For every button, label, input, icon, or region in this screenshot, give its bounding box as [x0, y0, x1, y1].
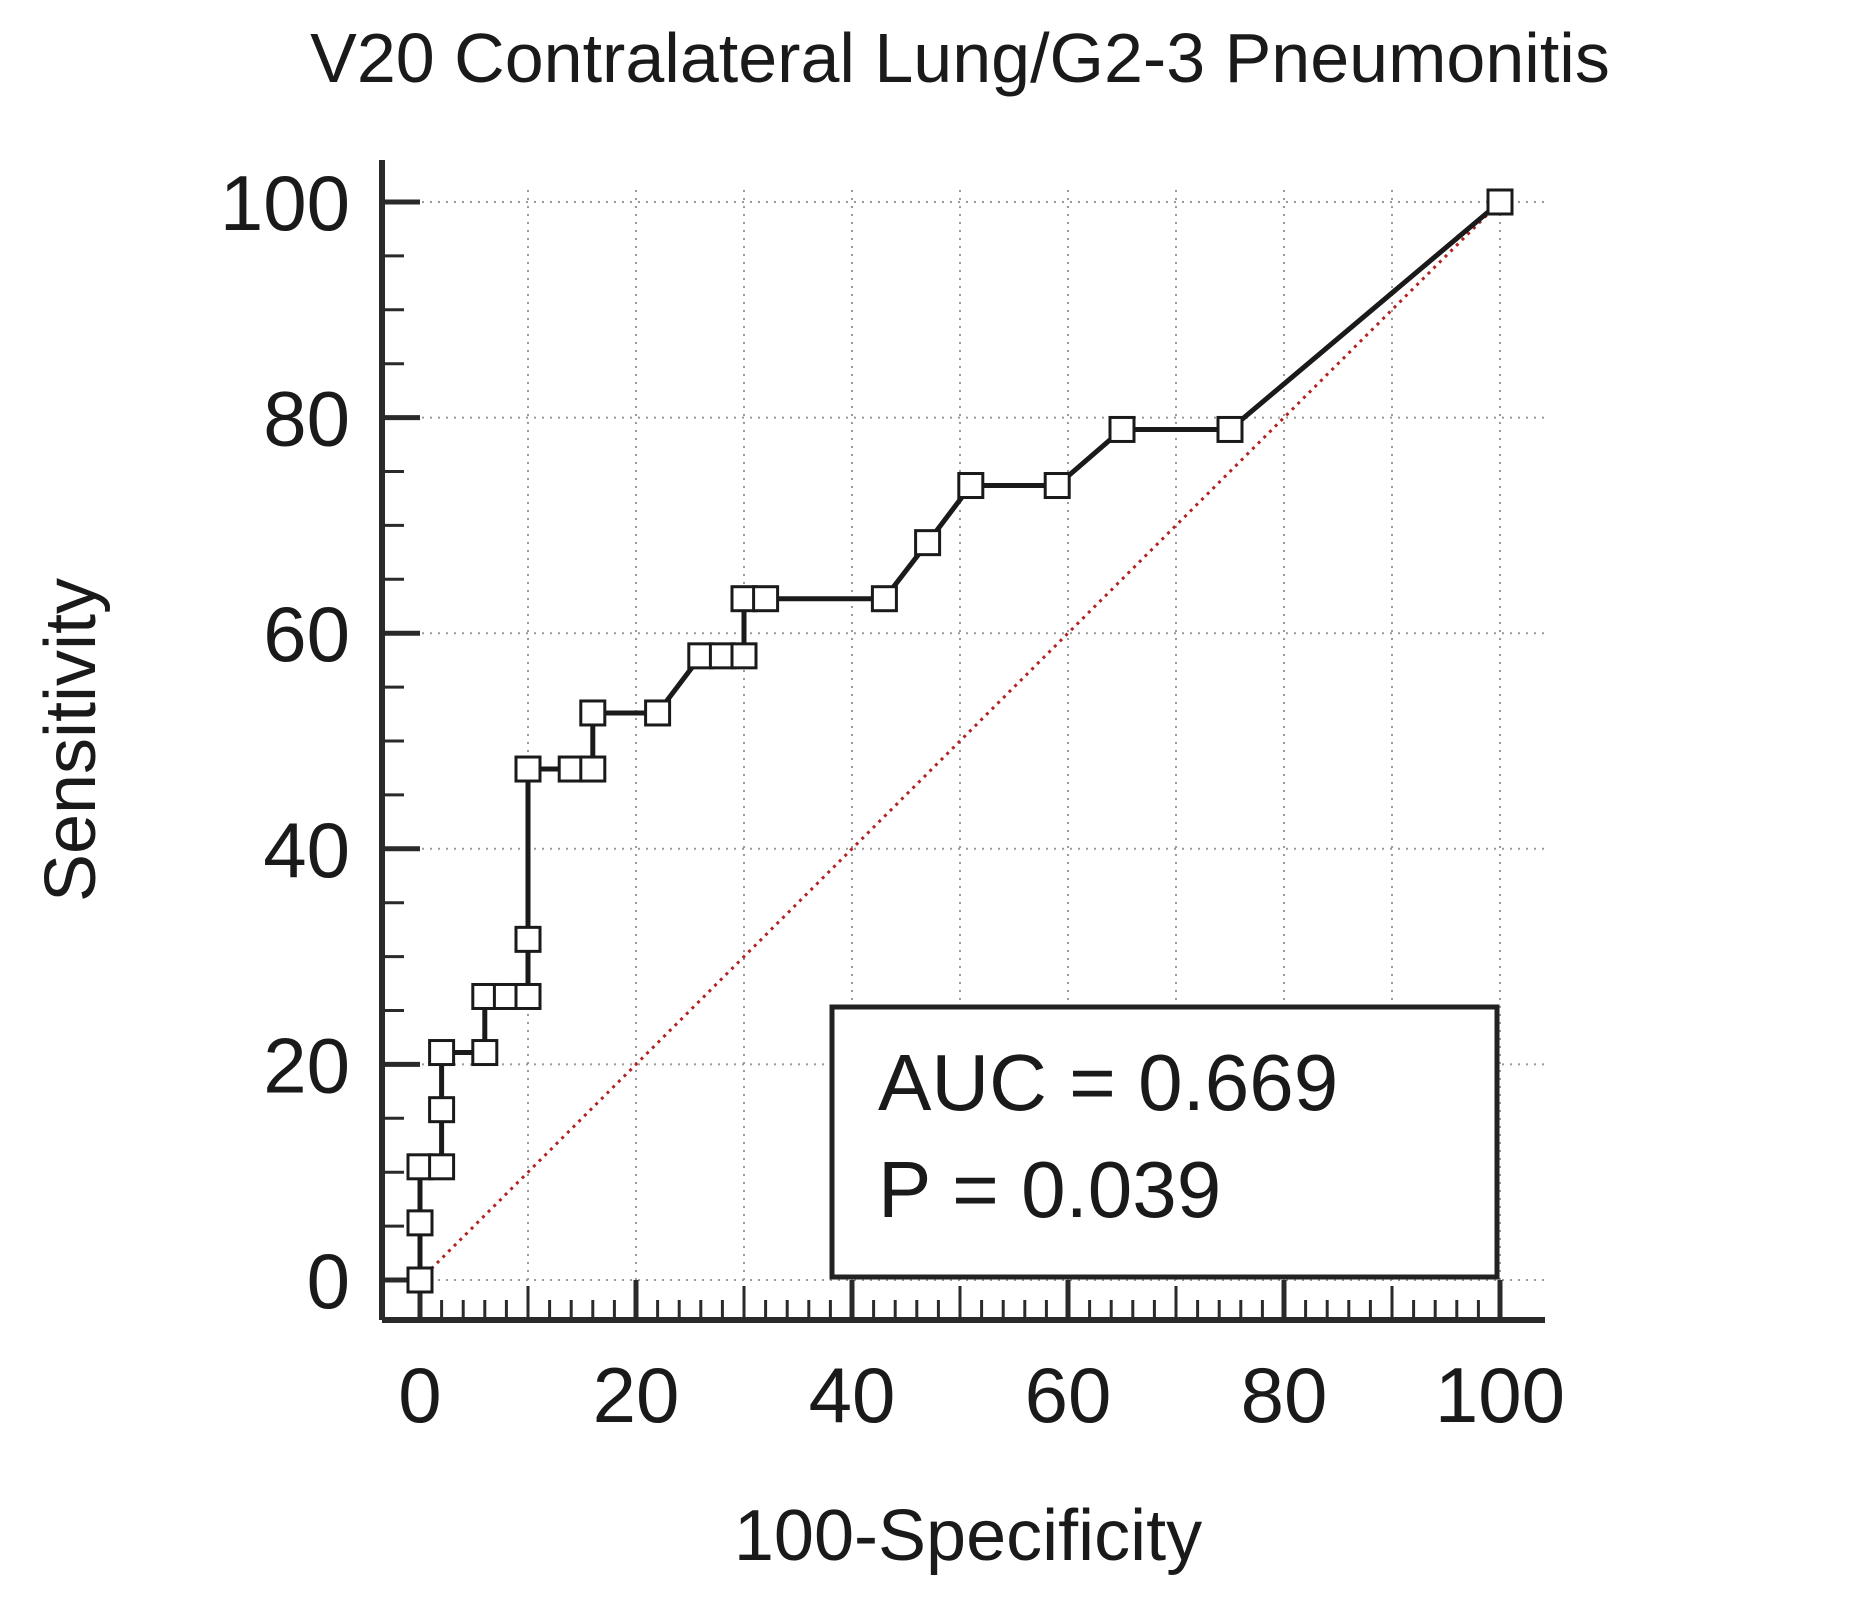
roc-point-marker [730, 642, 758, 670]
annotation-frame [829, 1004, 1500, 1280]
roc-point-marker [957, 472, 985, 500]
roc-point-marker [752, 585, 780, 613]
auc-value-text: AUC = 0.669 [878, 1038, 1338, 1127]
roc-point-marker [514, 925, 542, 953]
roc-point-marker [1486, 188, 1514, 216]
y-axis-label: Sensitivity [31, 578, 111, 902]
x-tick-label: 100 [1435, 1351, 1565, 1439]
y-tick-label: 0 [307, 1237, 350, 1325]
roc-point-marker [406, 1209, 434, 1237]
y-tick-label: 80 [263, 375, 350, 463]
y-tick-label: 60 [263, 590, 350, 678]
roc-point-marker [1216, 415, 1244, 443]
roc-point-marker [471, 1039, 499, 1067]
x-tick-label: 40 [809, 1351, 896, 1439]
roc-point-marker [406, 1153, 434, 1181]
roc-point-marker [1043, 472, 1071, 500]
p-value-text: P = 0.039 [878, 1145, 1221, 1234]
roc-point-marker [870, 585, 898, 613]
roc-point-marker [579, 755, 607, 783]
axes [379, 160, 1545, 1323]
roc-point-marker [514, 755, 542, 783]
roc-point-marker [428, 1096, 456, 1124]
roc-point-marker [644, 699, 672, 727]
roc-point-marker [914, 529, 942, 557]
roc-point-marker [579, 699, 607, 727]
roc-point-marker [428, 1153, 456, 1181]
tick-labels: 0 20 40 60 80 100 0 20 40 60 80 100 [220, 159, 1565, 1439]
x-tick-label: 20 [593, 1351, 680, 1439]
y-tick-label: 20 [263, 1021, 350, 1109]
roc-point-marker [514, 982, 542, 1010]
roc-markers [406, 188, 1514, 1294]
roc-point-marker [406, 1266, 434, 1294]
roc-point-marker [428, 1039, 456, 1067]
x-tick-label: 0 [398, 1351, 441, 1439]
y-tick-label: 40 [263, 806, 350, 894]
y-tick-label: 100 [220, 159, 350, 247]
x-tick-label: 60 [1025, 1351, 1112, 1439]
chart-title: V20 Contralateral Lung/G2-3 Pneumonitis [310, 19, 1610, 97]
x-axis-label: 100-Specificity [734, 1496, 1202, 1576]
reference-diagonal-line [418, 200, 1502, 1282]
roc-point-marker [1108, 415, 1136, 443]
x-tick-label: 80 [1241, 1351, 1328, 1439]
auc-annotation-box: AUC = 0.669 P = 0.039 [829, 1004, 1500, 1280]
roc-curve-line [417, 200, 1502, 1280]
